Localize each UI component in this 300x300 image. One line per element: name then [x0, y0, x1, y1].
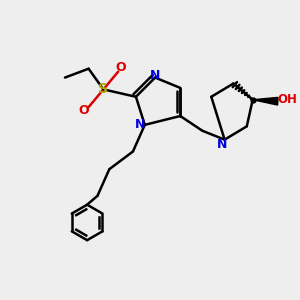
Text: S: S: [98, 82, 108, 96]
Text: N: N: [217, 139, 227, 152]
Text: O: O: [79, 103, 89, 117]
Polygon shape: [253, 98, 278, 105]
Text: N: N: [150, 69, 160, 82]
Text: OH: OH: [278, 93, 297, 106]
Text: O: O: [115, 61, 126, 74]
Text: N: N: [135, 118, 146, 131]
